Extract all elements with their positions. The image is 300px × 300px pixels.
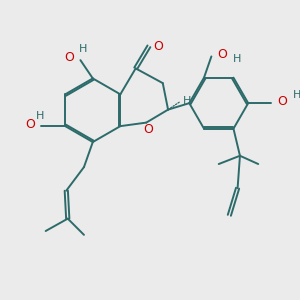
Text: O: O bbox=[64, 51, 74, 64]
Text: O: O bbox=[153, 40, 163, 53]
Text: O: O bbox=[25, 118, 35, 131]
Text: H: H bbox=[293, 90, 300, 100]
Text: O: O bbox=[218, 48, 227, 61]
Text: O: O bbox=[278, 95, 287, 108]
Text: O: O bbox=[143, 124, 153, 136]
Text: H: H bbox=[79, 44, 87, 54]
Text: H: H bbox=[233, 54, 242, 64]
Text: H: H bbox=[183, 96, 191, 106]
Text: H: H bbox=[35, 111, 44, 122]
